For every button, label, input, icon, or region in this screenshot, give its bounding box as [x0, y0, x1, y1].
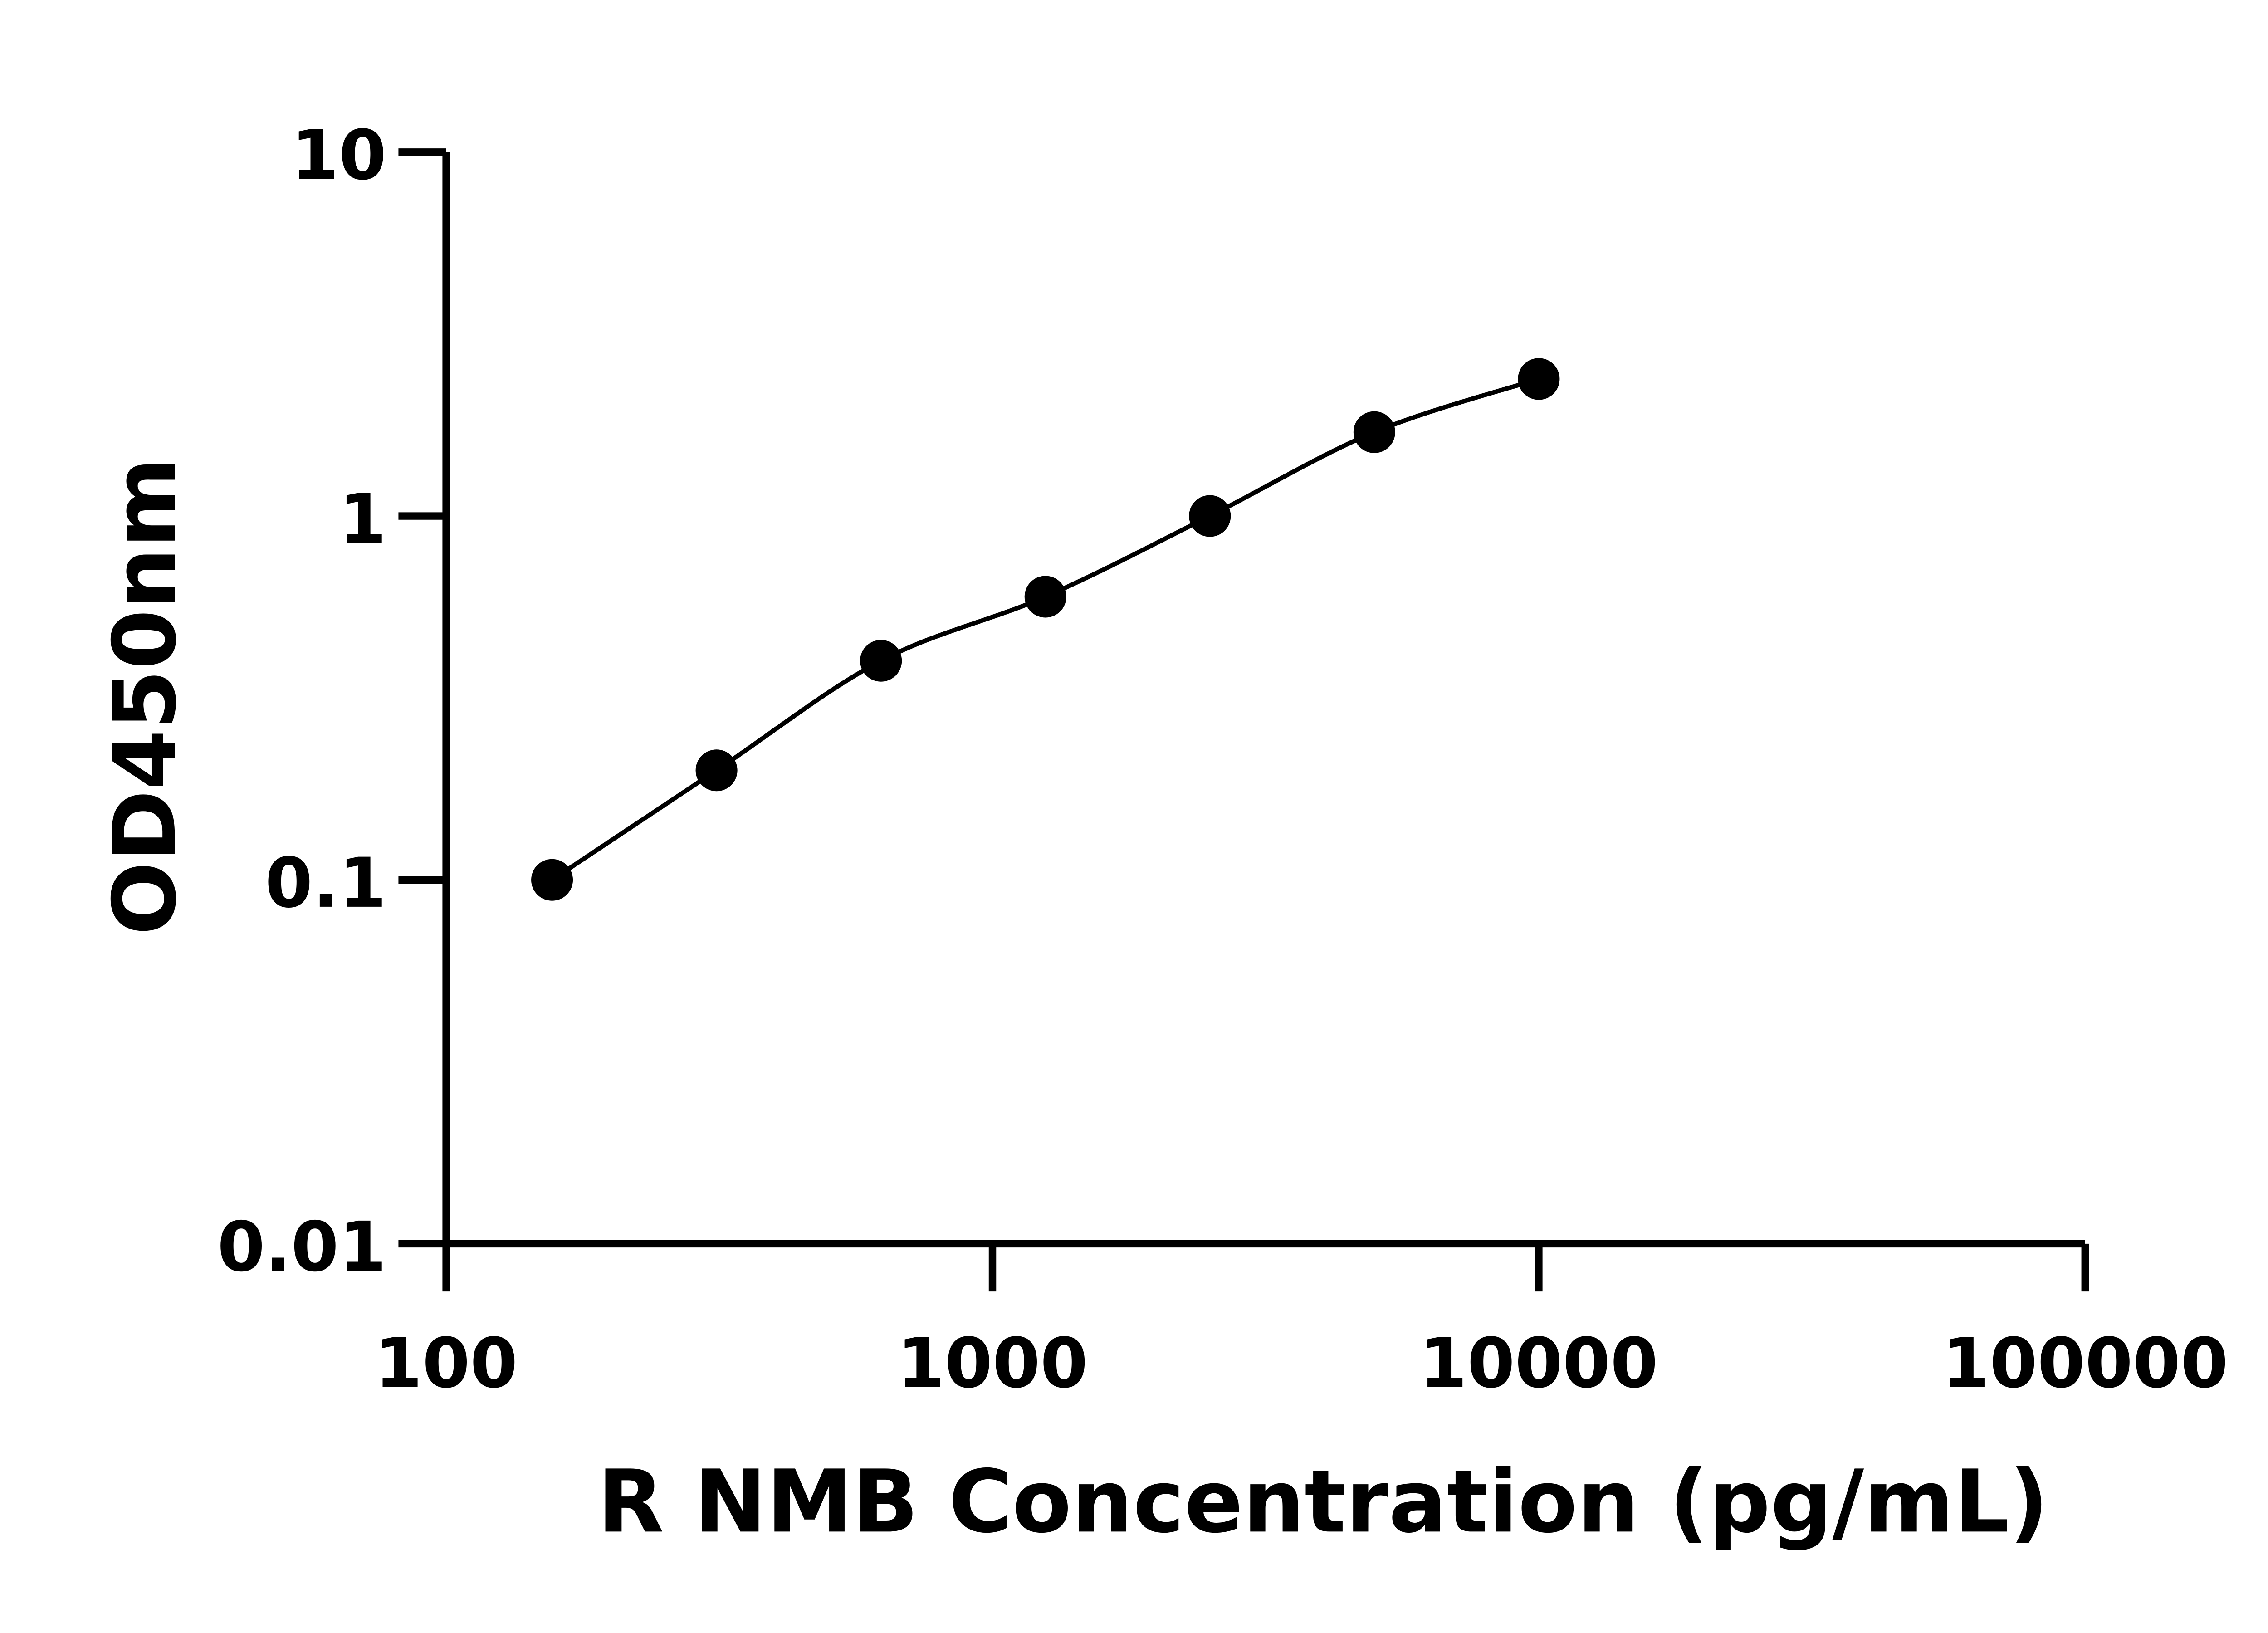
data-points: [531, 358, 1560, 901]
y-tick-label: 0.1: [265, 843, 386, 923]
data-point: [1024, 576, 1066, 618]
data-point: [531, 859, 573, 901]
data-point: [695, 749, 738, 792]
x-tick-label: 100: [375, 1324, 518, 1403]
x-tick-label: 10000: [1419, 1324, 1658, 1403]
x-tick-label: 1000: [897, 1324, 1088, 1403]
data-point: [1189, 495, 1231, 537]
fit-curve-group: [551, 376, 1540, 882]
fit-curve: [551, 376, 1540, 882]
ticks: 100 1000 10000 100000 0.01 0.1 1 10: [217, 116, 2228, 1403]
y-tick-label: 0.01: [217, 1207, 386, 1287]
y-axis-label: OD450nm: [94, 458, 195, 935]
y-tick-label: 1: [339, 479, 386, 559]
data-point: [1518, 358, 1560, 400]
x-axis-label: R NMB Concentration (pg/mL): [597, 1451, 2049, 1552]
data-point: [860, 640, 902, 682]
y-tick-label: 10: [291, 116, 386, 196]
x-tick-label: 100000: [1942, 1324, 2228, 1403]
axes: [442, 152, 2085, 1248]
data-point: [1353, 411, 1395, 453]
